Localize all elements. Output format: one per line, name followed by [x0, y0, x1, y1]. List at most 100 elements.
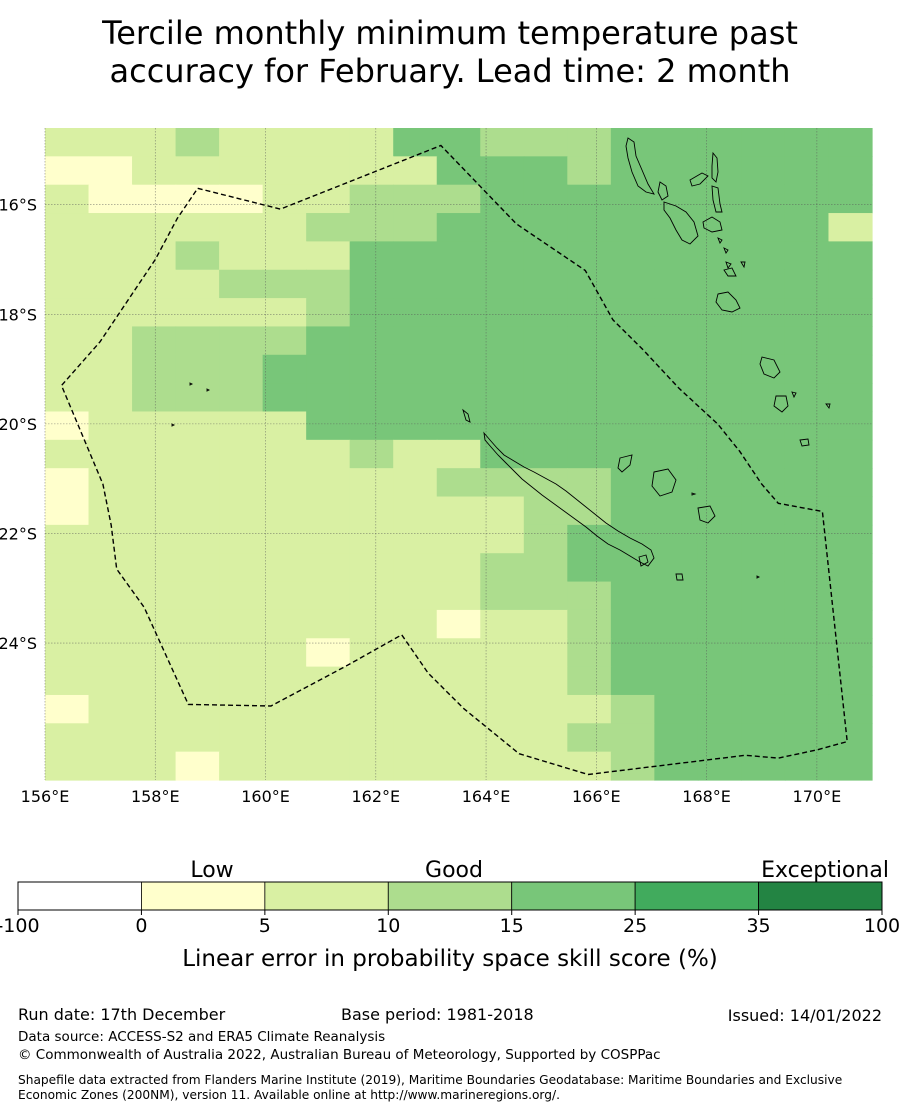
heatmap-cell — [697, 581, 743, 611]
heatmap-cell — [45, 609, 90, 639]
heatmap-cell — [175, 411, 220, 441]
data-source: Data source: ACCESS-S2 and ERA5 Climate … — [18, 1029, 386, 1045]
erromango-island — [715, 291, 741, 313]
heatmap-cell — [741, 553, 786, 583]
heatmap-cell — [654, 638, 699, 668]
lat-tick-label: 16°S — [0, 196, 37, 215]
title-line-1: Tercile monthly minimum temperature past — [102, 14, 798, 52]
heatmap-cell — [219, 638, 264, 668]
heatmap-cell — [349, 213, 394, 242]
heatmap-cell — [741, 411, 786, 441]
epi-island — [711, 185, 723, 213]
heatmap-cell — [741, 723, 786, 753]
heatmap-cell — [175, 298, 220, 328]
heatmap-cell — [697, 638, 743, 668]
heatmap-cell — [480, 723, 525, 753]
colorbar-swatch — [141, 881, 266, 911]
heatmap-cell — [523, 213, 568, 242]
heatmap-cell — [132, 496, 177, 526]
heatmap-cell — [480, 241, 525, 271]
heatmap-cell — [697, 354, 743, 384]
heatmap-cell — [784, 213, 830, 242]
heatmap-cell — [480, 581, 525, 611]
heatmap-cell — [45, 156, 90, 186]
heatmap-cell — [262, 298, 307, 328]
heatmap-cell — [219, 723, 264, 753]
heatmap-cell — [654, 326, 699, 356]
heatmap-cell — [349, 326, 394, 356]
heatmap-cell — [784, 666, 830, 696]
heatmap-cell — [175, 581, 220, 611]
heatmap-cell — [697, 383, 743, 413]
heatmap-cell — [262, 354, 307, 384]
matthew-island — [791, 391, 797, 399]
heatmap-cell — [480, 524, 525, 554]
title-line-2: accuracy for February. Lead time: 2 mont… — [109, 52, 791, 90]
heatmap-cell — [697, 241, 743, 271]
heatmap-cell — [175, 213, 220, 242]
heatmap-cell — [219, 524, 264, 554]
heatmap-cell — [132, 298, 177, 328]
heatmap-cell — [697, 298, 743, 328]
heatmap-cell — [349, 128, 394, 157]
heatmap-cell — [480, 439, 525, 469]
heatmap-cell — [393, 609, 438, 639]
isle-of-pines — [638, 554, 649, 567]
heatmap-cell — [393, 638, 438, 668]
heatmap-cell — [610, 269, 655, 299]
longitude-labels: 156°E 158°E 160°E 162°E 164°E 166°E 168°E 170°E — [21, 787, 842, 806]
heatmap-cell — [219, 298, 264, 328]
heatmap-cell — [523, 184, 568, 214]
heatmap-cell — [828, 666, 873, 696]
heatmap-cell — [436, 694, 481, 724]
heatmap-cell — [349, 694, 394, 724]
heatmap-cell — [610, 411, 655, 441]
colorbar-axis-label: Linear error in probability space skill … — [182, 946, 718, 972]
heatmap-cell — [88, 326, 133, 356]
heatmap-cell — [45, 553, 90, 583]
heatmap-cell — [784, 581, 830, 611]
heatmap-cell — [567, 213, 612, 242]
heatmap-cell — [784, 354, 830, 384]
heatmap-cell — [436, 354, 481, 384]
heatmap-cell — [219, 269, 264, 299]
heatmap-cell — [45, 411, 90, 441]
heatmap-cell — [610, 439, 655, 469]
mare-island — [697, 505, 716, 524]
heatmap-cell — [175, 553, 220, 583]
heatmap-cell — [88, 524, 133, 554]
heatmap-cell — [741, 638, 786, 668]
heatmap-cell — [784, 638, 830, 668]
heatmap-cell — [45, 694, 90, 724]
heatmap-cell — [610, 241, 655, 271]
colorbar-swatch — [634, 881, 759, 911]
heatmap-cell — [262, 496, 307, 526]
heatmap-cell — [262, 411, 307, 441]
heatmap-cell — [262, 694, 307, 724]
heatmap-cell — [654, 298, 699, 328]
heatmap-cell — [741, 581, 786, 611]
heatmap-cell — [436, 468, 481, 498]
heatmap-cell — [45, 184, 90, 214]
heatmap-cell — [523, 553, 568, 583]
heatmap-cell — [828, 269, 873, 299]
heatmap-cell — [262, 751, 307, 781]
latitude-labels: 16°S 18°S 20°S 22°S 24°S — [0, 196, 37, 653]
heatmap-cell — [828, 213, 873, 242]
heatmap-cell — [175, 156, 220, 186]
colorbar-tick-label: 15 — [500, 915, 524, 937]
heatmap-cell — [480, 128, 525, 157]
heatmap-cell — [523, 638, 568, 668]
heatmap-cell — [567, 383, 612, 413]
heatmap-cell — [219, 411, 264, 441]
heatmap-cell — [306, 638, 351, 668]
heatmap-cell — [741, 184, 786, 214]
heatmap-cell — [262, 326, 307, 356]
heatmap-cell — [88, 751, 133, 781]
heatmap-cell — [828, 638, 873, 668]
base-period: Base period: 1981-2018 — [341, 1005, 534, 1024]
heatmap-cell — [175, 439, 220, 469]
colorbar-outline — [17, 881, 883, 911]
heatmap-cell — [306, 354, 351, 384]
heatmap-cell — [88, 128, 133, 157]
